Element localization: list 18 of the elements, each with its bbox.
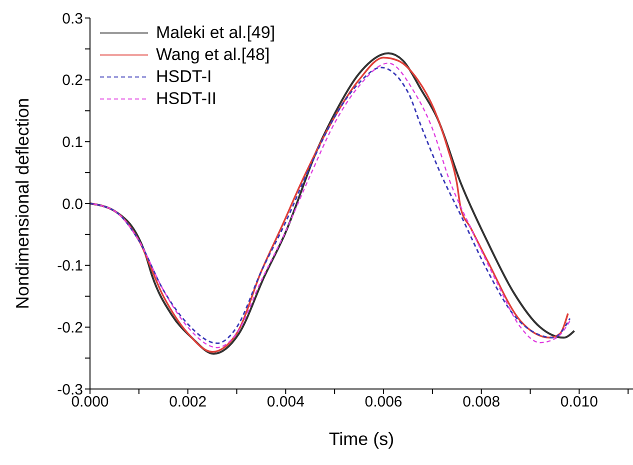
y-tick-label: 0.2 <box>62 72 83 90</box>
y-tick-label: 0.3 <box>62 10 83 28</box>
legend-label: HSDT-II <box>156 89 216 109</box>
x-tick-label: 0.006 <box>364 394 402 411</box>
legend-label: HSDT-I <box>156 67 212 87</box>
y-tick-label: 0.1 <box>62 134 83 151</box>
x-tick-label: 0.004 <box>266 394 304 411</box>
x-tick-label: 0.002 <box>169 394 207 411</box>
legend-label: Wang et al.[48] <box>156 45 270 65</box>
y-axis-title: Nondimensional deflection <box>12 98 32 310</box>
x-tick-label: 0.008 <box>462 394 500 411</box>
x-axis-title: Time (s) <box>328 429 394 449</box>
x-tick-label: 0.010 <box>560 394 598 411</box>
y-tick-label: 0.0 <box>62 196 83 213</box>
legend-label: Maleki et al.[49] <box>156 23 276 43</box>
y-tick-label: -0.1 <box>57 258 83 275</box>
y-tick-label: -0.2 <box>57 319 83 336</box>
x-tick-label: 0.000 <box>71 394 109 411</box>
